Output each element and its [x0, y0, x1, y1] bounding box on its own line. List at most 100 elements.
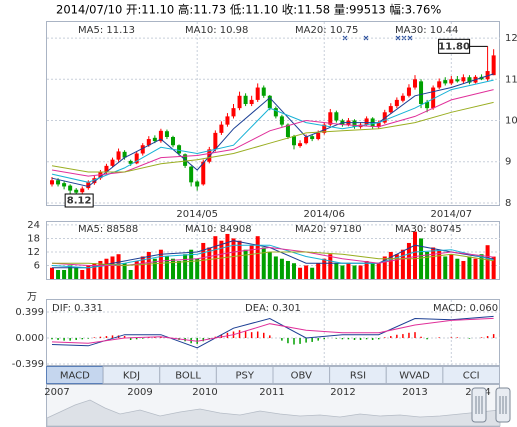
tab-label[interactable]: PSY: [235, 371, 254, 382]
candle-body: [134, 153, 139, 164]
candle-body: [219, 124, 224, 133]
volume-bar: [225, 233, 230, 279]
tab-label[interactable]: MACD: [60, 371, 90, 382]
candle-body: [50, 180, 54, 185]
candle-body: [425, 101, 430, 109]
y-tick-label: 0.399: [15, 307, 44, 318]
handle-grip: [499, 396, 507, 414]
volume-bar: [455, 258, 460, 279]
year-label: 2012: [330, 387, 355, 398]
volume-bar: [86, 265, 91, 279]
candle-body: [388, 106, 393, 113]
y-tick-label: 18: [27, 233, 40, 244]
year-label: 2009: [127, 387, 152, 398]
y-tick-label: 9: [505, 157, 511, 168]
volume-bar: [50, 267, 54, 279]
volume-bar: [298, 267, 303, 279]
volume-bar: [98, 260, 103, 279]
volume-bar: [152, 258, 157, 279]
legend-entry: MA10: 84908: [185, 224, 252, 235]
volume-bar: [328, 254, 333, 279]
annotation-box: [438, 38, 471, 54]
legend-entry: MA30: 10.44: [395, 25, 458, 36]
volume-bar: [467, 256, 472, 279]
volume-bar: [171, 258, 175, 279]
candle-body: [225, 116, 230, 125]
tab-label[interactable]: KDJ: [123, 371, 140, 382]
candle-body: [322, 124, 327, 133]
candle-body: [273, 108, 278, 117]
tab-label[interactable]: WVAD: [399, 371, 430, 382]
volume-bar: [364, 260, 369, 279]
volume-bar: [491, 256, 496, 279]
scroll-handles[interactable]: [471, 387, 511, 423]
candle-body: [461, 77, 466, 82]
candle-body: [177, 145, 182, 154]
tab-label[interactable]: RSI: [350, 371, 366, 382]
volume-bar: [279, 258, 284, 279]
volume-bar: [158, 249, 163, 279]
candle-body: [255, 87, 260, 100]
candle-body: [467, 77, 472, 83]
handle-grip: [475, 396, 483, 414]
volume-bar: [146, 251, 151, 279]
overview-sparkline: [46, 399, 501, 427]
volume-bar: [273, 256, 278, 279]
tab-label[interactable]: OBV: [291, 371, 312, 382]
candle-body: [328, 112, 333, 125]
x-tick-label: 2014/06: [303, 209, 345, 220]
candle-body: [400, 95, 405, 101]
volume-bar: [388, 251, 393, 279]
legend-entry: MA5: 11.13: [78, 25, 135, 36]
annotation-max: 11.80: [438, 41, 470, 52]
legend-entry: MA30: 80745: [395, 224, 462, 235]
volume-bar: [406, 242, 411, 279]
candle-body: [449, 79, 454, 84]
volume-bar: [304, 265, 309, 279]
volume-bar: [243, 249, 248, 279]
volume-bar: [183, 254, 188, 279]
volume-bar: [358, 265, 363, 279]
volume-bar: [352, 265, 357, 279]
candle-body: [86, 182, 91, 189]
candle-body: [443, 80, 448, 84]
candle-body: [152, 137, 157, 142]
candle-body: [80, 188, 85, 193]
ma-line: [51, 79, 494, 183]
volume-bar: [261, 247, 266, 279]
ma-line: [51, 101, 494, 173]
legend-entry: MA20: 97180: [295, 224, 362, 235]
candle-body: [128, 160, 133, 164]
volume-bar: [68, 265, 73, 279]
ma-line: [51, 244, 494, 269]
year-label: 2007: [44, 387, 69, 398]
volume-bar: [116, 254, 121, 279]
candle-body: [56, 180, 61, 185]
tab[interactable]: [442, 366, 500, 384]
ma-line: [51, 317, 494, 344]
candle-body: [285, 124, 290, 137]
candle-body: [419, 81, 424, 105]
candle-body: [189, 166, 194, 183]
candle-body: [406, 87, 411, 96]
volume-bar: [267, 251, 272, 279]
event-markers: [342, 35, 413, 41]
macd-panel: [46, 299, 500, 366]
volume-bar: [164, 256, 169, 279]
volume-bar: [255, 236, 260, 279]
candle-body: [261, 87, 266, 96]
ma-line: [51, 73, 494, 188]
tab-label[interactable]: CCI: [463, 371, 480, 382]
volume-bar: [80, 269, 85, 279]
volume-bar: [310, 267, 315, 279]
volume-bar: [413, 231, 417, 279]
volume-bar: [431, 247, 436, 279]
volume-bar: [479, 254, 484, 279]
volume-bar: [425, 251, 430, 279]
candle-body: [394, 99, 399, 107]
candle-body: [68, 185, 73, 191]
volume-bar: [189, 249, 194, 279]
tab-label[interactable]: BOLL: [175, 371, 201, 382]
volume-bar: [316, 263, 321, 279]
y-tick-label: 0.000: [15, 333, 44, 344]
